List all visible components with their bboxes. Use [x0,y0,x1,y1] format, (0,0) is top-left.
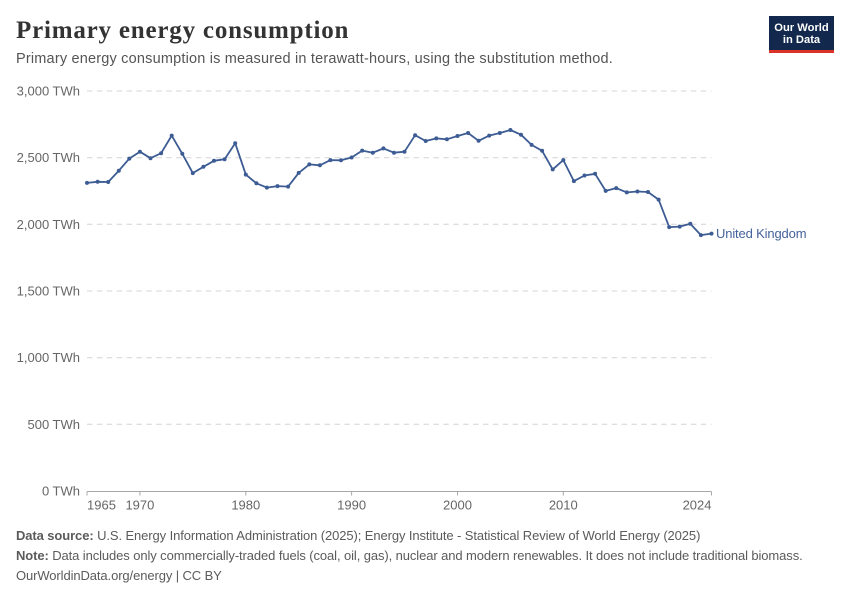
svg-text:2,000 TWh: 2,000 TWh [17,217,80,232]
svg-text:1980: 1980 [231,498,260,513]
svg-text:2024: 2024 [683,498,712,513]
svg-text:3,000 TWh: 3,000 TWh [17,84,80,99]
svg-text:1970: 1970 [125,498,154,513]
svg-text:1,000 TWh: 1,000 TWh [17,350,80,365]
svg-text:1,500 TWh: 1,500 TWh [17,284,80,299]
svg-text:2,500 TWh: 2,500 TWh [17,150,80,165]
svg-text:2010: 2010 [549,498,578,513]
svg-text:1965: 1965 [87,498,116,513]
svg-text:500 TWh: 500 TWh [27,417,80,432]
svg-text:2000: 2000 [443,498,472,513]
svg-text:1990: 1990 [337,498,366,513]
svg-text:0 TWh: 0 TWh [42,484,80,499]
